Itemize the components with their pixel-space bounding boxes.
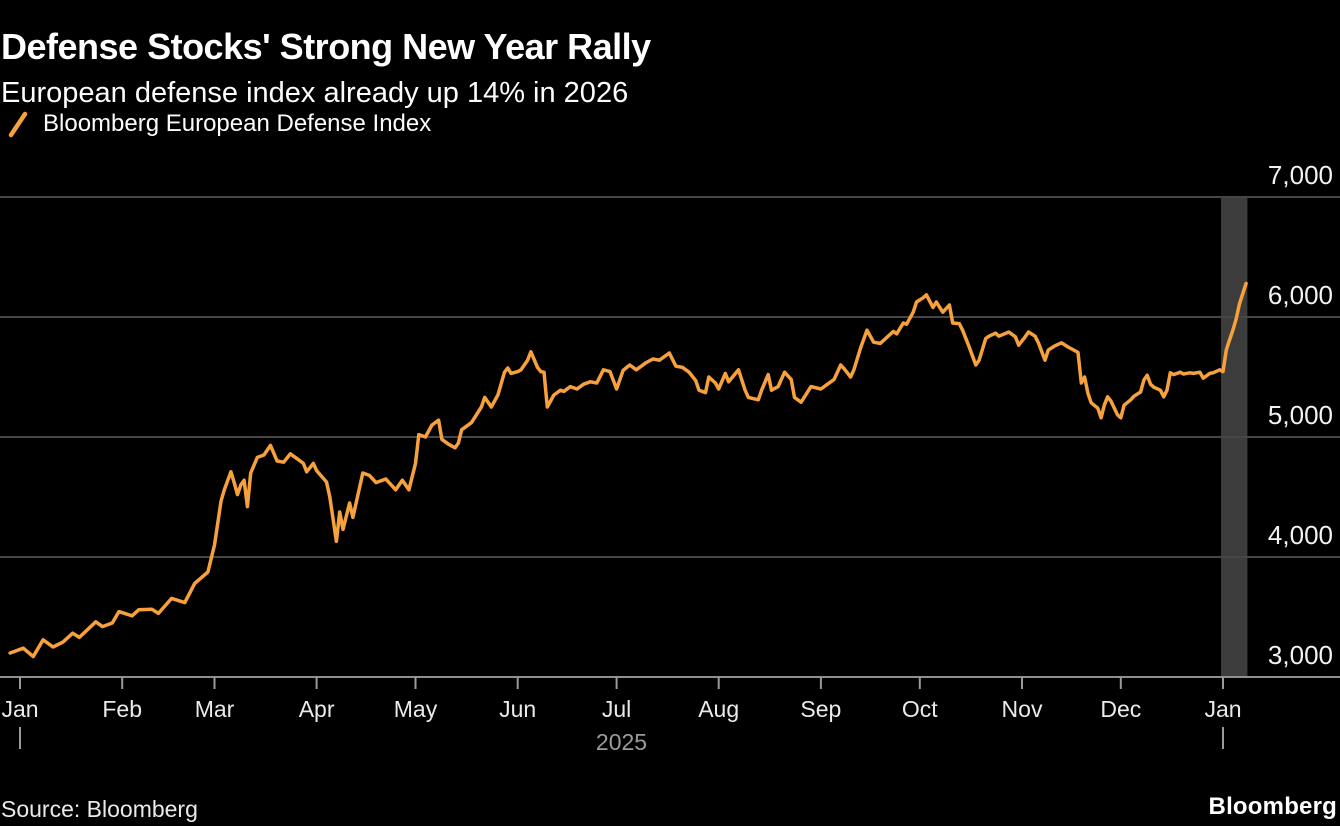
year-label: 2025 [596,729,647,755]
month-label-apr: Apr [299,696,335,722]
source-note: Source: Bloomberg [1,796,198,822]
month-label-jan: Jan [1204,696,1241,722]
legend-label: Bloomberg European Defense Index [43,110,432,137]
month-label-feb: Feb [102,696,142,722]
month-label-jun: Jun [499,696,536,722]
index-line [8,281,1248,659]
legend-slash-marker-icon [8,111,28,138]
y-axis-label: 6,000 [1268,280,1333,310]
chart-title: Defense Stocks' Strong New Year Rally [1,26,651,68]
month-label-oct: Oct [902,696,938,722]
month-label-jan: Jan [1,696,38,722]
month-label-dec: Dec [1100,696,1141,722]
bloomberg-logo: Bloomberg [1208,793,1337,820]
month-label-may: May [394,696,438,722]
y-axis-label: 3,000 [1268,640,1333,670]
chart-subtitle: European defense index already up 14% in… [1,77,629,109]
month-label-mar: Mar [195,696,235,722]
price-chart: 7,000 6,000 5,000 4,000 3,000 Jan Feb Mar Apr May… [0,158,1340,778]
month-label-aug: Aug [698,696,739,722]
month-label-sep: Sep [800,696,841,722]
month-label-jul: Jul [602,696,631,722]
y-axis-label: 7,000 [1268,160,1333,190]
y-axis-label: 5,000 [1268,400,1333,430]
month-label-nov: Nov [1002,696,1043,722]
legend: Bloomberg European Defense Index [6,110,431,138]
chart-canvas: 7,000 6,000 5,000 4,000 3,000 Jan Feb Mar Apr May… [0,160,1340,755]
y-axis-label: 4,000 [1268,520,1333,550]
